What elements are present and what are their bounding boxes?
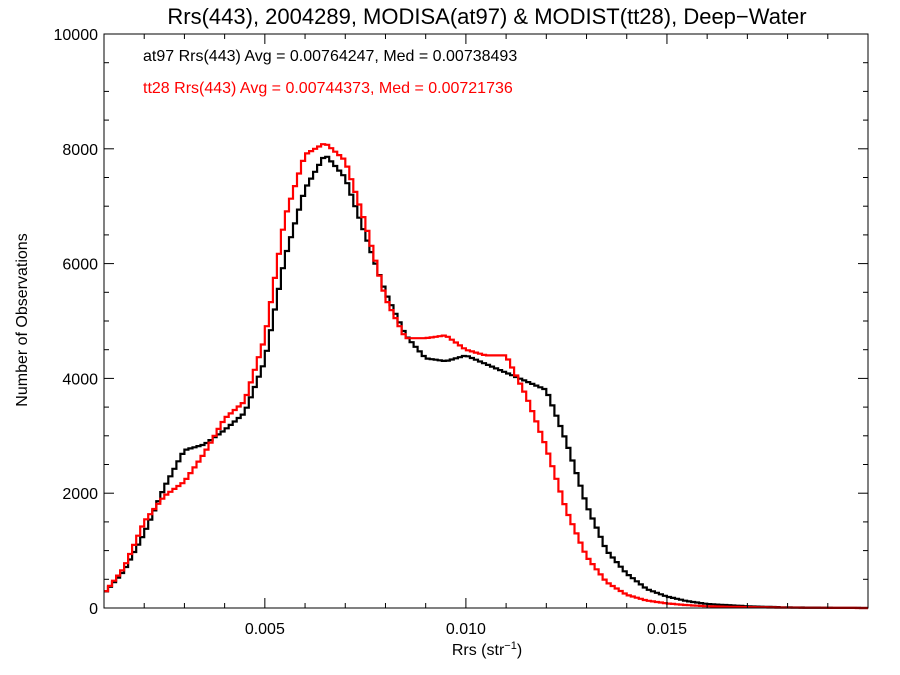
x-axis-label-close: ) <box>517 642 522 659</box>
plot-frame <box>103 33 869 609</box>
y-tick-label: 4000 <box>62 371 98 388</box>
axes-layer: 0 2000 4000 6000 8000 10000 0.005 0.010 0.015 <box>54 27 869 638</box>
x-axis-label: Rrs (str−1) <box>452 640 522 659</box>
x-tick-label: 0.015 <box>647 621 687 638</box>
x-tick-label: 0.005 <box>245 621 285 638</box>
y-tick-label: 2000 <box>62 486 98 503</box>
x-axis-label-superscript: −1 <box>504 640 517 652</box>
y-tick-label: 6000 <box>62 257 98 274</box>
chart-title: Rrs(443), 2004289, MODISA(at97) & MODIST… <box>167 4 806 29</box>
y-tick-label: 0 <box>89 601 98 618</box>
series-layer <box>104 143 868 610</box>
x-axis-label-text: Rrs (str <box>452 642 505 659</box>
annotation-tt28-stats: tt28 Rrs(443) Avg = 0.00744373, Med = 0.… <box>143 80 513 97</box>
y-tick-label: 8000 <box>62 142 98 159</box>
series-line-0 <box>104 155 868 610</box>
y-axis-label: Number of Observations <box>14 233 31 406</box>
annotation-at97-stats: at97 Rrs(443) Avg = 0.00764247, Med = 0.… <box>143 48 517 65</box>
y-tick-label: 10000 <box>54 27 99 44</box>
series-line-1 <box>104 143 868 610</box>
x-tick-label: 0.010 <box>446 621 486 638</box>
